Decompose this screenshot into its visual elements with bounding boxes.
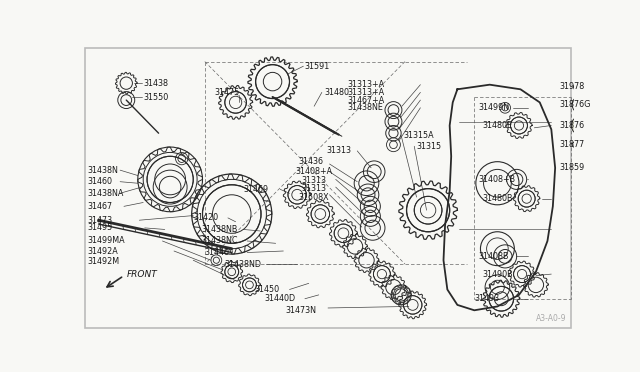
Text: 31408+B: 31408+B (478, 175, 515, 184)
Text: 31473: 31473 (88, 216, 113, 225)
Text: 31550: 31550 (143, 93, 168, 102)
Text: 31499N: 31499N (478, 103, 509, 112)
Text: 31440D: 31440D (265, 294, 296, 303)
Text: 31877: 31877 (559, 140, 584, 149)
Text: 31438NB: 31438NB (201, 225, 237, 234)
Text: 31876: 31876 (559, 121, 584, 130)
Text: 31313+A: 31313+A (348, 80, 385, 89)
Text: 31876G: 31876G (559, 100, 590, 109)
Text: 31467+A: 31467+A (348, 96, 385, 105)
Text: 31438: 31438 (143, 78, 168, 88)
Text: 31469: 31469 (243, 185, 268, 194)
Text: 31420: 31420 (193, 214, 218, 222)
Text: 31480B: 31480B (482, 194, 513, 203)
Text: 31438ND: 31438ND (224, 260, 261, 269)
Text: FRONT: FRONT (126, 270, 157, 279)
Text: 31499MA: 31499MA (88, 237, 125, 246)
Text: 31438NA: 31438NA (88, 189, 124, 198)
Text: 31480: 31480 (324, 88, 349, 97)
Text: 31475: 31475 (214, 88, 239, 97)
Text: 31438NE: 31438NE (348, 103, 383, 112)
Text: 31859: 31859 (559, 163, 584, 172)
Text: 31450: 31450 (255, 285, 280, 294)
Text: 31490B: 31490B (482, 270, 513, 279)
Text: A3-A0-9: A3-A0-9 (536, 314, 566, 323)
Text: 31408+A: 31408+A (296, 167, 333, 176)
Text: 31460: 31460 (88, 177, 113, 186)
Text: 31436: 31436 (299, 157, 324, 166)
Text: 31438N: 31438N (88, 166, 118, 174)
Text: 31313: 31313 (326, 147, 351, 155)
Text: 31495: 31495 (88, 224, 113, 232)
Text: 31313+A: 31313+A (348, 88, 385, 97)
Circle shape (572, 116, 590, 135)
Text: 31591: 31591 (305, 62, 330, 71)
Text: 31492A: 31492A (88, 247, 118, 256)
Text: 31408B: 31408B (478, 252, 509, 261)
Text: 31315: 31315 (417, 142, 442, 151)
Text: 31313: 31313 (301, 176, 326, 185)
Text: 31508X: 31508X (299, 193, 330, 202)
Text: 31473N: 31473N (285, 306, 317, 315)
Text: 31315A: 31315A (403, 131, 434, 140)
Text: 31438NC: 31438NC (201, 237, 237, 246)
Text: 31313: 31313 (301, 184, 326, 193)
Text: 31493: 31493 (474, 294, 499, 303)
Text: 31467: 31467 (88, 202, 113, 211)
Text: 31440: 31440 (205, 248, 230, 257)
Text: 31978: 31978 (559, 83, 584, 92)
Text: 31480E: 31480E (482, 121, 512, 130)
Text: 31492M: 31492M (88, 257, 120, 266)
